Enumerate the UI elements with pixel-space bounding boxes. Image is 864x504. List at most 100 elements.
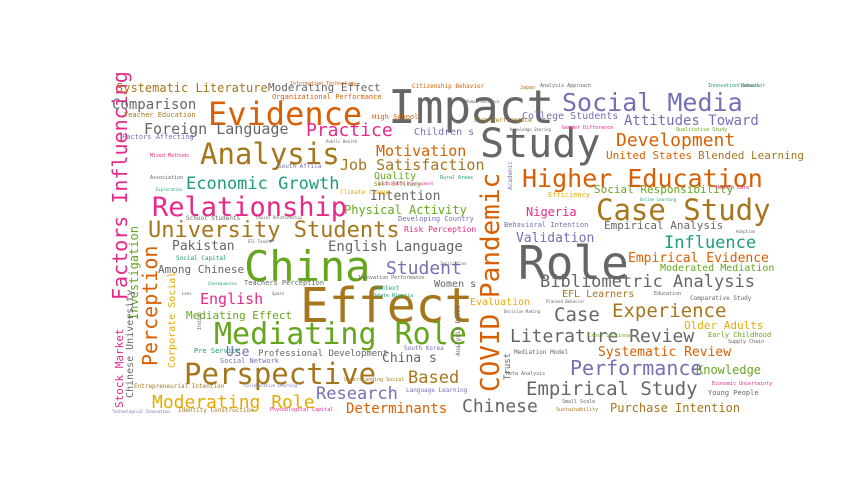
word-empirical-analysis: Empirical Analysis <box>604 219 724 232</box>
word-role: Role <box>518 236 629 290</box>
word-among-chinese: Among Chinese <box>158 263 245 276</box>
word-case-study: Case Study <box>596 193 771 227</box>
word-causal-relationship: Causal Relationship <box>256 215 302 220</box>
word-mediating-effect: Mediating Effect <box>186 309 292 322</box>
word-context: Context <box>374 285 400 292</box>
word-qualitative-study: Qualitative Study <box>676 127 728 133</box>
word-chinese: Chinese <box>462 396 538 417</box>
word-developing-country: Developing Country <box>398 215 474 223</box>
word-spain: Spain <box>272 291 285 296</box>
word-empirical-study: Empirical Study <box>526 378 698 400</box>
word-women-s: Women s <box>434 279 477 290</box>
word-foreign-language: Foreign Language <box>144 120 289 138</box>
word-use: Use <box>226 345 250 360</box>
word-china-s: China s <box>382 351 437 366</box>
word-online-learning: Online Learning <box>640 197 677 202</box>
word-university-students: University Students <box>148 218 400 243</box>
word-association: Association <box>150 175 184 181</box>
word-state-nigeria: State Nigeria <box>374 293 414 299</box>
word-influence: Influence <box>664 233 757 253</box>
word-analysis-based: Analysis Based <box>455 305 462 356</box>
word-college-students: College Students <box>522 111 619 122</box>
word-job-satisfaction: Job Satisfaction <box>340 156 485 174</box>
word-entrepreneurial-intention: Entrepreneurial Intention <box>134 383 225 390</box>
word-experience: Experience <box>612 300 727 322</box>
word-framework: Framework <box>738 83 760 88</box>
word-stock-market: Stock Market <box>113 328 126 408</box>
word-research: Research <box>316 384 398 404</box>
word-small-scale: Small Scale <box>562 399 596 405</box>
word-exploration: Exploration <box>156 187 183 192</box>
word-factors-affecting: Factors Affecting <box>122 133 194 141</box>
word-mediation-model: Mediation Model <box>514 349 569 356</box>
word-economic-uncertainty: Economic Uncertainty <box>712 381 773 387</box>
word-moderating-effect: Moderating Effect <box>268 81 381 94</box>
word-children-s: Children s <box>414 127 475 138</box>
word-identity-construction: Identity Construction <box>178 407 254 414</box>
word-self-efficacy: Self Efficacy <box>374 181 421 188</box>
word-evidence: Evidence <box>208 95 363 133</box>
word-analysis: Analysis <box>200 137 340 171</box>
word-higher-education: Higher Education <box>522 164 763 193</box>
word-japan: Japan <box>520 85 536 91</box>
word-adoption: Adoption <box>736 229 756 234</box>
word-meta-analysis: Meta Analysis <box>506 371 546 377</box>
word-impact: Impact <box>388 80 555 134</box>
word-knowledge: Knowledge <box>696 363 762 377</box>
word-analysis-approach: Analysis Approach <box>540 83 592 89</box>
word-moderated-mediation: Moderated Mediation <box>660 263 775 274</box>
word-risk-perception: Risk Perception <box>404 225 477 234</box>
word-systematic-review: Systematic Review <box>598 345 732 360</box>
word-empirical-evidence: Empirical Evidence <box>628 251 769 266</box>
word-determinants: Determinants <box>346 401 448 417</box>
word-school-students: School Students <box>186 215 241 222</box>
word-moderating-role: Moderating Role <box>152 392 315 413</box>
word-public-health: Public Health <box>326 139 358 144</box>
word-young-people: Young People <box>708 389 759 397</box>
word-study: Study <box>480 121 601 167</box>
word-education: Education <box>654 291 682 297</box>
word-mixed-methods: Mixed Methods <box>150 153 190 159</box>
word-pre-service: Pre Service <box>194 347 241 355</box>
word-relationship: Relationship <box>152 192 348 223</box>
word-collaborative-learning: Collaborative Learning <box>244 383 297 388</box>
word-decision-making: Decision Making <box>504 309 541 314</box>
word-social-network: Social Network <box>220 357 280 365</box>
word-rural-areas: Rural Areas <box>440 175 474 181</box>
word-effect: Effect <box>300 278 474 334</box>
word-sustainability: Sustainability <box>556 407 599 413</box>
word-intention: Intention <box>370 189 441 204</box>
word-social-media: Social Media <box>562 88 743 117</box>
word-literature-review: Literature Review <box>510 326 695 347</box>
word-south-korea: South Korea <box>404 345 444 352</box>
word-attitudes-toward: Attitudes Toward <box>624 113 759 129</box>
word-understanding-social: Understanding Social <box>344 377 405 383</box>
word-based: Based <box>408 368 460 388</box>
word-social-responsibility: Social Responsibility <box>594 183 734 196</box>
word-nigeria: Nigeria <box>526 205 577 219</box>
word-implication: Implication <box>440 261 467 266</box>
word-physical-activity: Physical Activity <box>344 203 467 217</box>
word-student: Student <box>386 258 462 279</box>
word-planned-behavior: Planned Behavior <box>546 299 585 304</box>
word-perception: Perception <box>138 245 162 366</box>
word-perspective: Perspective <box>184 357 377 391</box>
word-motivation: Motivation <box>376 142 467 160</box>
word-evaluation: Evaluation <box>470 297 531 308</box>
word-bibliometric-analysis: Bibliometric Analysis <box>540 272 755 292</box>
word-comparative-study: Comparative Study <box>690 295 752 302</box>
word-chinese-university: Chinese University <box>125 289 136 398</box>
word-covid-pandemic: COVID Pandemic <box>476 172 506 392</box>
word-purchase-intention: Purchase Intention <box>610 401 741 415</box>
word-english: English <box>200 290 264 308</box>
word-south-africa: South Africa <box>278 163 322 170</box>
word-practice: Practice <box>306 120 393 141</box>
word-indian: Indian <box>197 311 203 330</box>
word-social-capital: Social Capital <box>176 255 227 262</box>
word-consequences: Consequences <box>208 281 237 286</box>
word-comparison: Comparison <box>112 97 197 113</box>
word-high-school: High School <box>372 113 419 121</box>
word-academic: Academic <box>507 161 514 190</box>
word-early-childhood: Early Childhood <box>708 331 772 339</box>
